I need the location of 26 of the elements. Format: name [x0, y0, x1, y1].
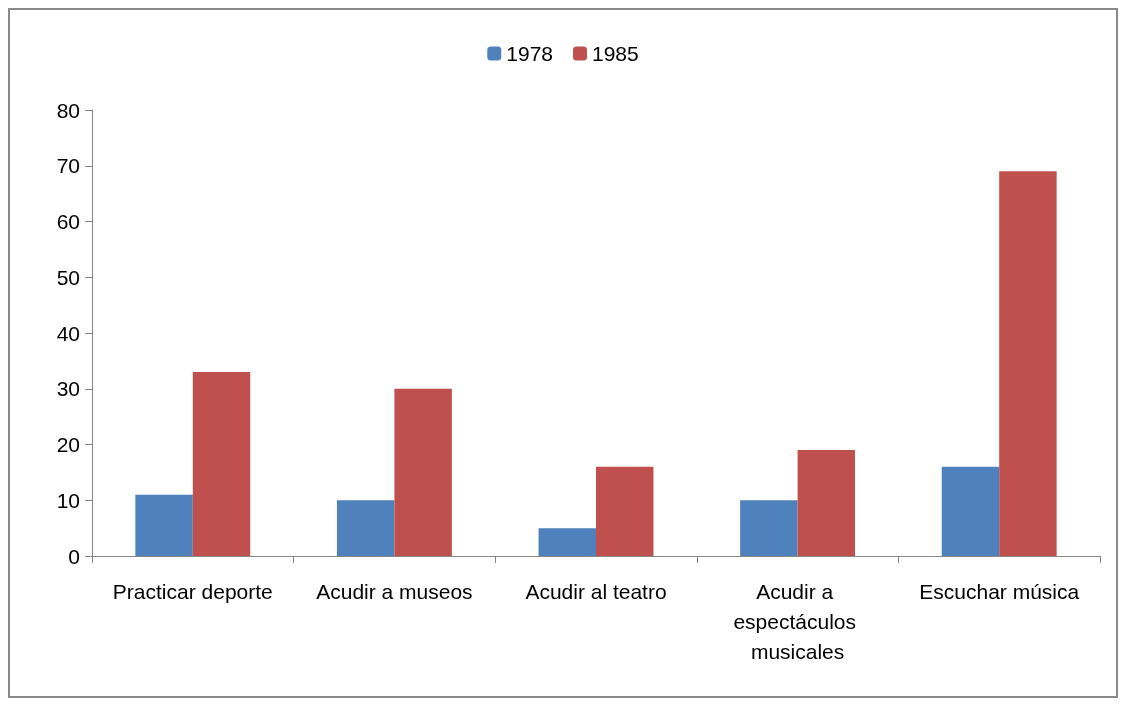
x-tick-label: Acudir a espectáculos musicales: [733, 579, 862, 663]
x-tick-label: Practicar deporte: [112, 579, 273, 603]
x-tick-label: Acudir al teatro: [525, 579, 667, 603]
bar: [538, 528, 596, 556]
y-tick-label: 20: [56, 433, 80, 456]
bar: [135, 494, 193, 556]
bar: [394, 388, 452, 556]
x-tick-label: Acudir a museos: [316, 579, 473, 603]
legend-label: 1978: [506, 42, 553, 65]
bar: [336, 500, 395, 556]
y-tick-label: 10: [56, 488, 80, 512]
y-tick-label: 70: [56, 154, 80, 178]
bar: [192, 372, 251, 556]
y-tick-label: 60: [56, 210, 80, 233]
bar: [999, 171, 1057, 556]
bar: [941, 466, 1000, 556]
y-tick-label: 30: [56, 377, 80, 401]
y-tick-label: 0: [68, 544, 80, 568]
y-tick-label: 80: [56, 98, 80, 122]
legend-label: 1985: [592, 42, 639, 65]
bar: [740, 500, 798, 556]
y-tick-label: 50: [56, 265, 80, 289]
x-tick-label: Escuchar música: [919, 579, 1080, 603]
y-tick-label: 40: [56, 321, 80, 345]
bar: [596, 466, 654, 556]
bar: [797, 450, 856, 556]
